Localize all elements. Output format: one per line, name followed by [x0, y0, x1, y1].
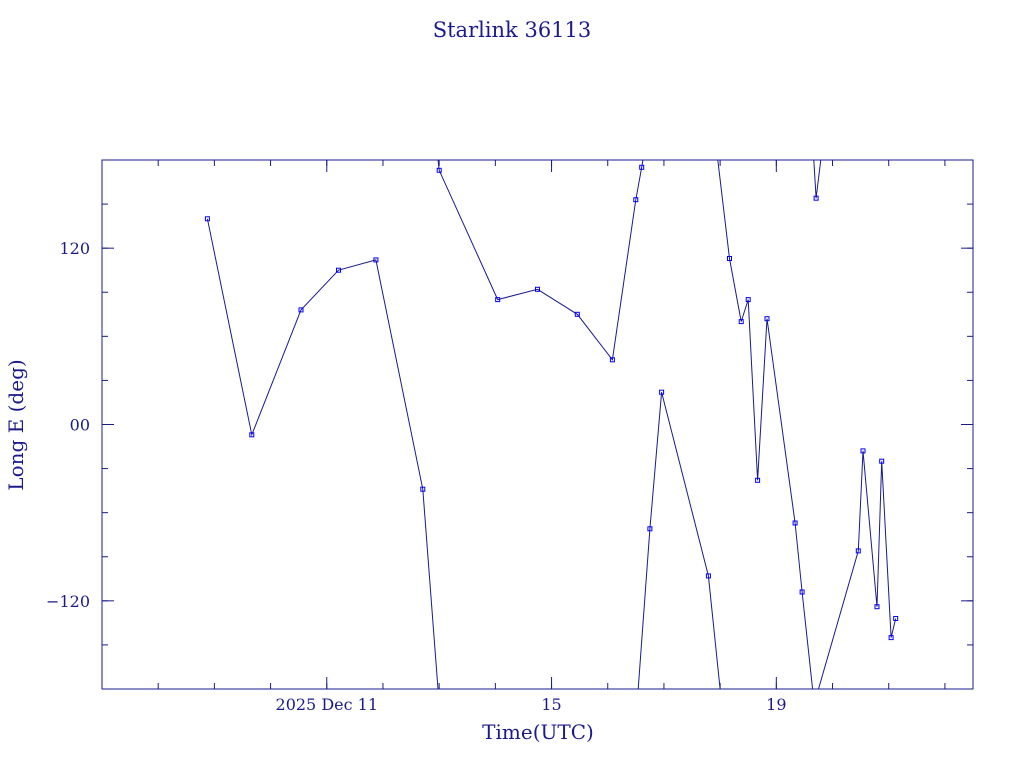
y-tick-label: −120 [46, 592, 90, 611]
series-line-4 [813, 160, 822, 199]
data-point [535, 286, 540, 292]
data-point [705, 573, 711, 579]
y-axis-label: Long E (deg) [4, 359, 28, 490]
data-point [659, 389, 665, 395]
data-point [639, 164, 645, 170]
data-point [647, 526, 653, 532]
chart-title: Starlink 36113 [433, 18, 592, 42]
series-line-3 [717, 160, 814, 689]
data-point [792, 520, 798, 526]
data-point [609, 357, 615, 363]
plot-area [204, 160, 899, 689]
x-tick-label: 19 [766, 695, 786, 714]
data-point [249, 432, 255, 438]
data-point [893, 616, 899, 621]
x-tick-label: 2025 Dec 11 [276, 695, 379, 714]
y-tick-label: 120 [59, 239, 90, 258]
x-tick-label: 15 [541, 695, 561, 714]
series-line-0 [206, 218, 439, 689]
data-point [436, 167, 442, 173]
data-point [813, 195, 819, 201]
series-line-1 [437, 160, 644, 362]
axis-ticks [101, 159, 973, 690]
data-point [855, 548, 861, 554]
data-point [574, 311, 580, 317]
data-point [727, 256, 732, 261]
data-point [888, 635, 894, 641]
tick-labels: 2025 Dec 11 15 19 −120 00 120 [46, 239, 786, 714]
data-point [495, 297, 501, 303]
data-point [738, 319, 744, 325]
data-point [204, 216, 210, 222]
data-point [336, 267, 341, 273]
data-point [874, 604, 880, 610]
data-point [764, 316, 770, 322]
data-point [633, 197, 639, 203]
data-point [755, 477, 761, 483]
series-line-2 [637, 392, 721, 689]
data-point [373, 257, 379, 263]
y-tick-label: 00 [70, 416, 90, 435]
data-point [420, 486, 426, 492]
data-point [799, 589, 805, 595]
series-line-5 [818, 450, 897, 689]
plot-frame [101, 159, 974, 690]
data-point [298, 307, 304, 313]
x-axis-label: Time(UTC) [482, 720, 594, 744]
data-point [860, 448, 866, 454]
data-point [745, 297, 751, 303]
data-point [879, 458, 885, 464]
